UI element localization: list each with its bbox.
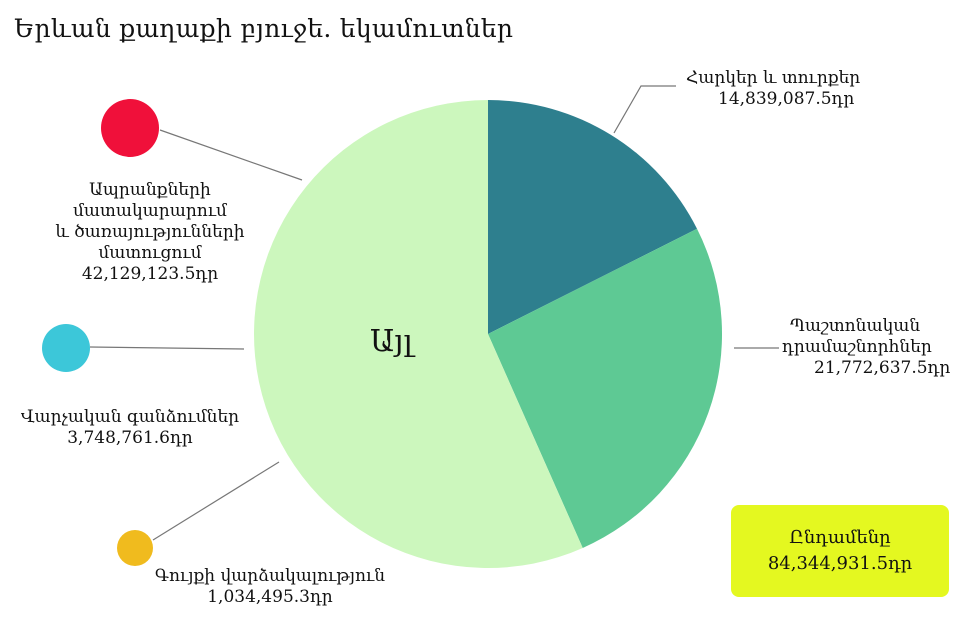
- label-admin-value: 3,748,761.6դր: [67, 428, 193, 448]
- dot-goods-services: [101, 99, 159, 157]
- label-grants: Պաշտոնական դրամաշնորհներ 21,772,637.5դր: [782, 316, 950, 379]
- label-grants-name-1: Պաշտոնական: [790, 316, 921, 336]
- label-property-value: 1,034,495.3դր: [207, 587, 333, 607]
- label-goods-name-2: մատակարարում: [72, 201, 228, 221]
- label-goods-value: 42,129,123.5դր: [81, 264, 219, 284]
- total-label: Ընդամենը: [789, 527, 891, 548]
- label-property-rent: Գույքի վարձակալություն 1,034,495.3դր: [140, 566, 400, 608]
- leader-line-taxes: [613, 85, 676, 134]
- label-admin-name: Վարչական գանձումներ: [20, 407, 240, 427]
- total-box: Ընդամենը 84,344,931.5դր: [731, 505, 949, 597]
- total-value: 84,344,931.5դր: [767, 553, 913, 574]
- label-grants-value: 21,772,637.5դր: [814, 358, 951, 378]
- label-goods-name-3: և ծառայությունների: [55, 222, 245, 242]
- pie-slice-taxes: [488, 100, 698, 334]
- leader-line-property: [152, 461, 280, 541]
- dot-property-rent: [117, 530, 153, 566]
- label-taxes-name: Հարկեր և տուրքեր: [686, 68, 861, 88]
- pie-slice-grants: [488, 228, 723, 548]
- label-property-name: Գույքի վարձակալություն: [154, 566, 386, 586]
- leader-line-goods: [159, 129, 303, 181]
- label-admin-fees: Վարչական գանձումներ 3,748,761.6դր: [0, 407, 260, 449]
- label-goods-name-4: մատուցում: [98, 243, 202, 263]
- label-taxes-value: 14,839,087.5դր: [718, 89, 855, 109]
- dot-admin-fees: [42, 324, 90, 372]
- chart-title: Երևան քաղաքի բյուջե. եկամուտներ: [14, 14, 514, 43]
- label-grants-name-2: դրամաշնորհներ: [782, 337, 932, 357]
- slice-label-other: Այլ: [370, 324, 413, 359]
- label-goods-services: Ապրանքների մատակարարում և ծառայություննե…: [30, 180, 270, 285]
- label-goods-name-1: Ապրանքների: [89, 180, 211, 200]
- label-taxes: Հարկեր և տուրքեր 14,839,087.5դր: [686, 68, 860, 110]
- leader-line-admin: [89, 346, 245, 350]
- pie-slice-other: [254, 100, 583, 568]
